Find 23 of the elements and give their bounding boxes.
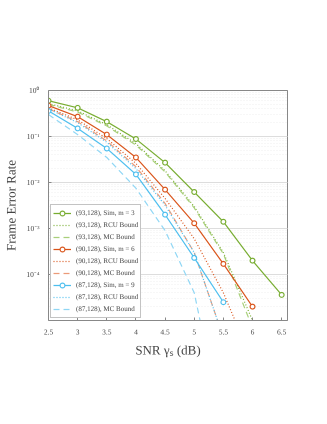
point [162, 160, 168, 166]
point [220, 260, 226, 267]
point [132, 171, 139, 178]
point [74, 114, 81, 120]
point [191, 220, 198, 226]
point [191, 189, 198, 196]
point [74, 125, 81, 132]
point [104, 145, 110, 152]
point [132, 136, 139, 142]
point [278, 292, 285, 298]
point [104, 132, 110, 138]
point [250, 258, 256, 264]
x-axis-title: SNR γₛ (dB) [135, 342, 201, 358]
point [220, 299, 226, 306]
point [250, 304, 256, 310]
point [74, 104, 81, 111]
point [162, 212, 168, 218]
point [132, 154, 139, 160]
point [162, 186, 168, 193]
point [191, 254, 198, 261]
y-axis-title: Frame Error Rate [3, 160, 18, 251]
point [104, 118, 110, 125]
point [220, 218, 226, 225]
